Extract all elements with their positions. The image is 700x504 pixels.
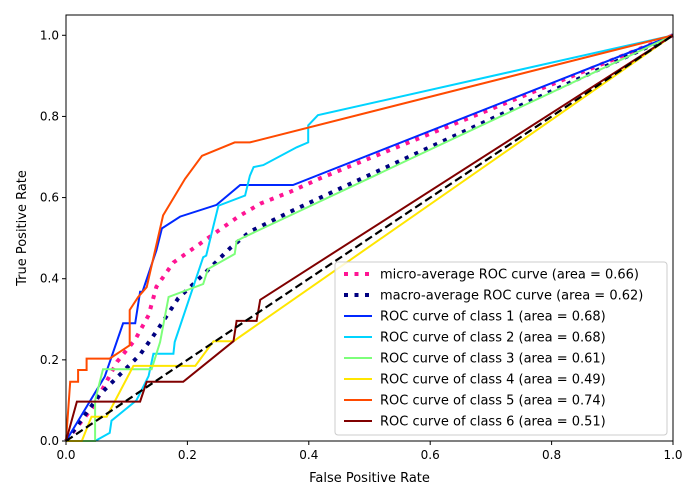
x-axis-ticks: 0.0 0.2 0.4 0.6 0.8 1.0 (56, 441, 683, 462)
x-tick-label: 0.0 (56, 448, 75, 462)
legend-entry-label: ROC curve of class 1 (area = 0.68) (380, 310, 606, 325)
y-tick-label: 0.6 (40, 191, 59, 205)
x-tick-label: 0.6 (421, 448, 440, 462)
x-tick-label: 0.8 (542, 448, 561, 462)
plot-lines (64, 33, 674, 443)
x-tick-label: 0.4 (299, 448, 318, 462)
legend-entry-label: ROC curve of class 2 (area = 0.68) (380, 331, 606, 346)
y-tick-label: 0.2 (40, 353, 59, 367)
legend-entry-label: micro-average ROC curve (area = 0.66) (380, 268, 639, 283)
chance-diagonal-line (65, 34, 674, 442)
series-line-0 (64, 33, 674, 443)
x-tick-label: 0.2 (178, 448, 197, 462)
legend-entry-label: macro-average ROC curve (area = 0.62) (380, 289, 643, 304)
y-tick-label: 0.4 (40, 272, 59, 286)
series-line-6 (65, 34, 674, 442)
series-line-2 (65, 34, 674, 442)
legend-entry-label: ROC curve of class 6 (area = 0.51) (380, 415, 606, 430)
y-axis-label: True Positive Rate (15, 170, 30, 287)
legend-box (334, 261, 668, 436)
legend-entry-label: ROC curve of class 5 (area = 0.74) (380, 394, 606, 409)
x-tick-label: 1.0 (663, 448, 682, 462)
legend-entry-label: ROC curve of class 3 (area = 0.61) (380, 352, 606, 367)
legend: micro-average ROC curve (area = 0.66) mac… (334, 261, 668, 436)
series-line-3 (66, 34, 674, 442)
series-line-4 (66, 34, 674, 442)
y-axis-ticks: 0.0 0.2 0.4 0.6 0.8 1.0 (40, 28, 66, 448)
y-tick-label: 0.0 (40, 434, 59, 448)
series-line-7 (65, 34, 674, 442)
plot-frame (65, 14, 674, 442)
y-tick-label: 1.0 (40, 28, 59, 42)
y-tick-label: 0.8 (40, 109, 59, 123)
legend-entry-label: ROC curve of class 4 (area = 0.49) (380, 373, 606, 388)
series-line-5 (66, 34, 674, 442)
x-axis-label: False Positive Rate (309, 471, 430, 486)
